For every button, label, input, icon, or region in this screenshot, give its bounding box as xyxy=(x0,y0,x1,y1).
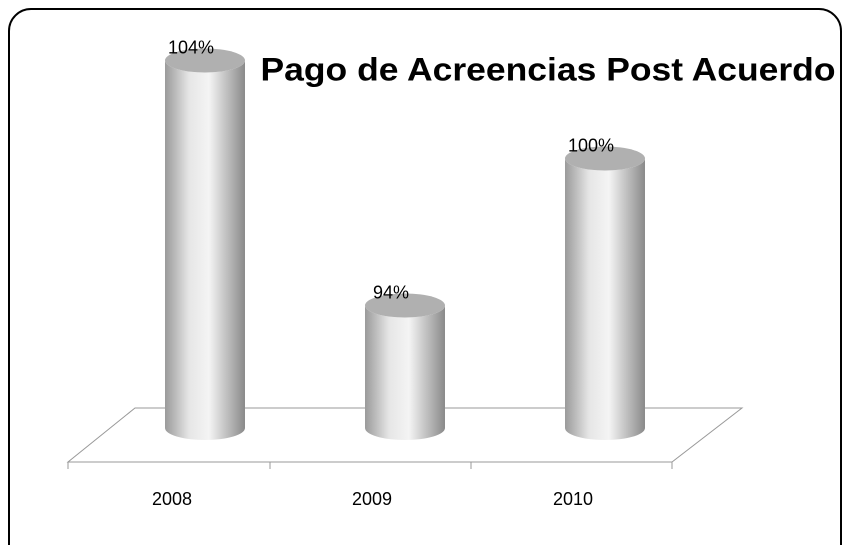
cylinder-top xyxy=(365,293,445,318)
cylinder xyxy=(365,305,445,440)
x-ticks xyxy=(67,462,673,469)
data-label: 104% xyxy=(168,37,214,57)
cylinder-top xyxy=(565,146,645,171)
cylinder-top xyxy=(165,48,245,73)
chart-frame xyxy=(8,8,842,545)
data-label: 100% xyxy=(568,135,614,155)
x-tick-label: 2009 xyxy=(352,489,392,509)
chart-title: Pago de Acreencias Post Acuerdo xyxy=(261,51,836,87)
cylinder xyxy=(165,60,245,440)
cylinder xyxy=(565,158,645,440)
data-label: 94% xyxy=(373,282,409,302)
x-tick-label: 2008 xyxy=(152,489,192,509)
x-tick-label: 2010 xyxy=(553,489,593,509)
